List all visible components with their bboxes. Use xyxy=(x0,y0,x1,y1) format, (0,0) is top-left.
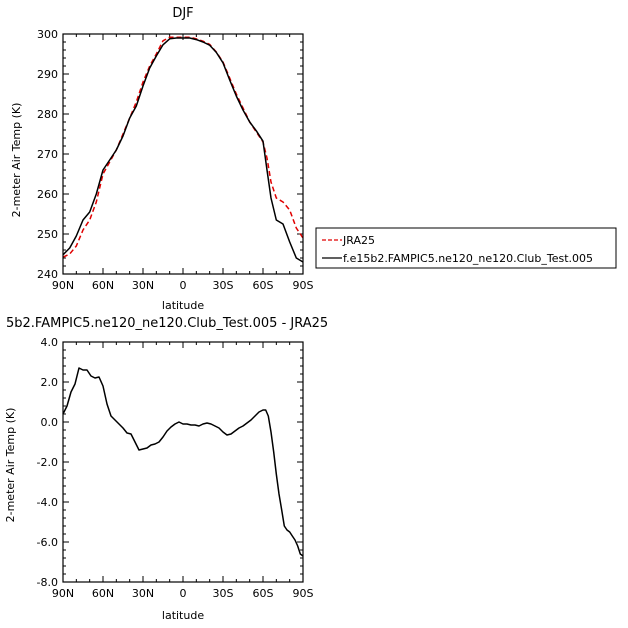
top-x-tick-label: 60S xyxy=(253,279,274,292)
bottom-y-tick-label: -4.0 xyxy=(37,496,58,509)
bottom-y-tick-label: -6.0 xyxy=(37,536,58,549)
top-y-tick-label: 300 xyxy=(37,28,58,41)
top-series-line-1 xyxy=(62,37,304,263)
bottom-y-tick-label: 2.0 xyxy=(41,376,59,389)
bottom-x-tick-label: 90S xyxy=(293,587,314,600)
bottom-x-tick-label: 60S xyxy=(253,587,274,600)
bottom-title: 5b2.FAMPIC5.ne120_ne120.Club_Test.005 - … xyxy=(6,316,328,331)
bottom-y-tick-label: -2.0 xyxy=(37,456,58,469)
top-y-tick-label: 260 xyxy=(37,188,58,201)
bottom-x-tick-label: 90N xyxy=(52,587,74,600)
bottom-frame xyxy=(62,341,304,583)
bottom-y-tick-label: 0.0 xyxy=(41,416,59,429)
top-x-tick-label: 90S xyxy=(293,279,314,292)
top-y-tick-label: 290 xyxy=(37,68,58,81)
top-title: DJF xyxy=(172,6,193,21)
bottom-y-axis-label: 2-meter Air Temp (K) xyxy=(4,408,17,523)
top-frame xyxy=(62,33,304,275)
top-y-tick-label: 240 xyxy=(37,268,58,281)
bottom-panel: 5b2.FAMPIC5.ne120_ne120.Club_Test.005 - … xyxy=(4,316,328,622)
top-y-tick-label: 270 xyxy=(37,148,58,161)
top-x-tick-label: 30N xyxy=(132,279,154,292)
bottom-x-tick-label: 30S xyxy=(213,587,234,600)
bottom-y-tick-label: 4.0 xyxy=(41,336,59,349)
bottom-x-tick-label: 0 xyxy=(180,587,187,600)
bottom-y-tick-label: -8.0 xyxy=(37,576,58,589)
top-y-tick-label: 250 xyxy=(37,228,58,241)
top-y-axis-label: 2-meter Air Temp (K) xyxy=(10,103,23,218)
bottom-series-line-0 xyxy=(62,367,304,557)
top-plot-area: 90N 60N 30N 0 30S 60S 90S 240 250 260 270 280 290 300 xyxy=(37,28,314,292)
top-x-axis-label: latitude xyxy=(162,299,204,312)
top-y-tick-label: 280 xyxy=(37,108,58,121)
bottom-x-tick-label: 60N xyxy=(92,587,114,600)
top-x-tick-label: 90N xyxy=(52,279,74,292)
top-series-line-0 xyxy=(62,36,304,258)
legend: JRA25 f.e15b2.FAMPIC5.ne120_ne120.Club_T… xyxy=(315,227,617,269)
bottom-x-axis-label: latitude xyxy=(162,609,204,622)
bottom-plot-area: 90N 60N 30N 0 30S 60S 90S -8.0 -6.0 -4.0 -2.0 0.0 2.… xyxy=(37,336,314,600)
top-panel: DJF 90N 60N 30N 0 30S 60S 90S 240 250 260 270 280 29… xyxy=(10,6,314,312)
top-x-tick-label: 0 xyxy=(180,279,187,292)
legend-box xyxy=(315,227,617,269)
bottom-x-tick-label: 30N xyxy=(132,587,154,600)
top-x-tick-label: 60N xyxy=(92,279,114,292)
top-x-tick-label: 30S xyxy=(213,279,234,292)
legend-label-jra25: JRA25 xyxy=(342,234,375,247)
legend-label-model: f.e15b2.FAMPIC5.ne120_ne120.Club_Test.00… xyxy=(343,252,593,265)
